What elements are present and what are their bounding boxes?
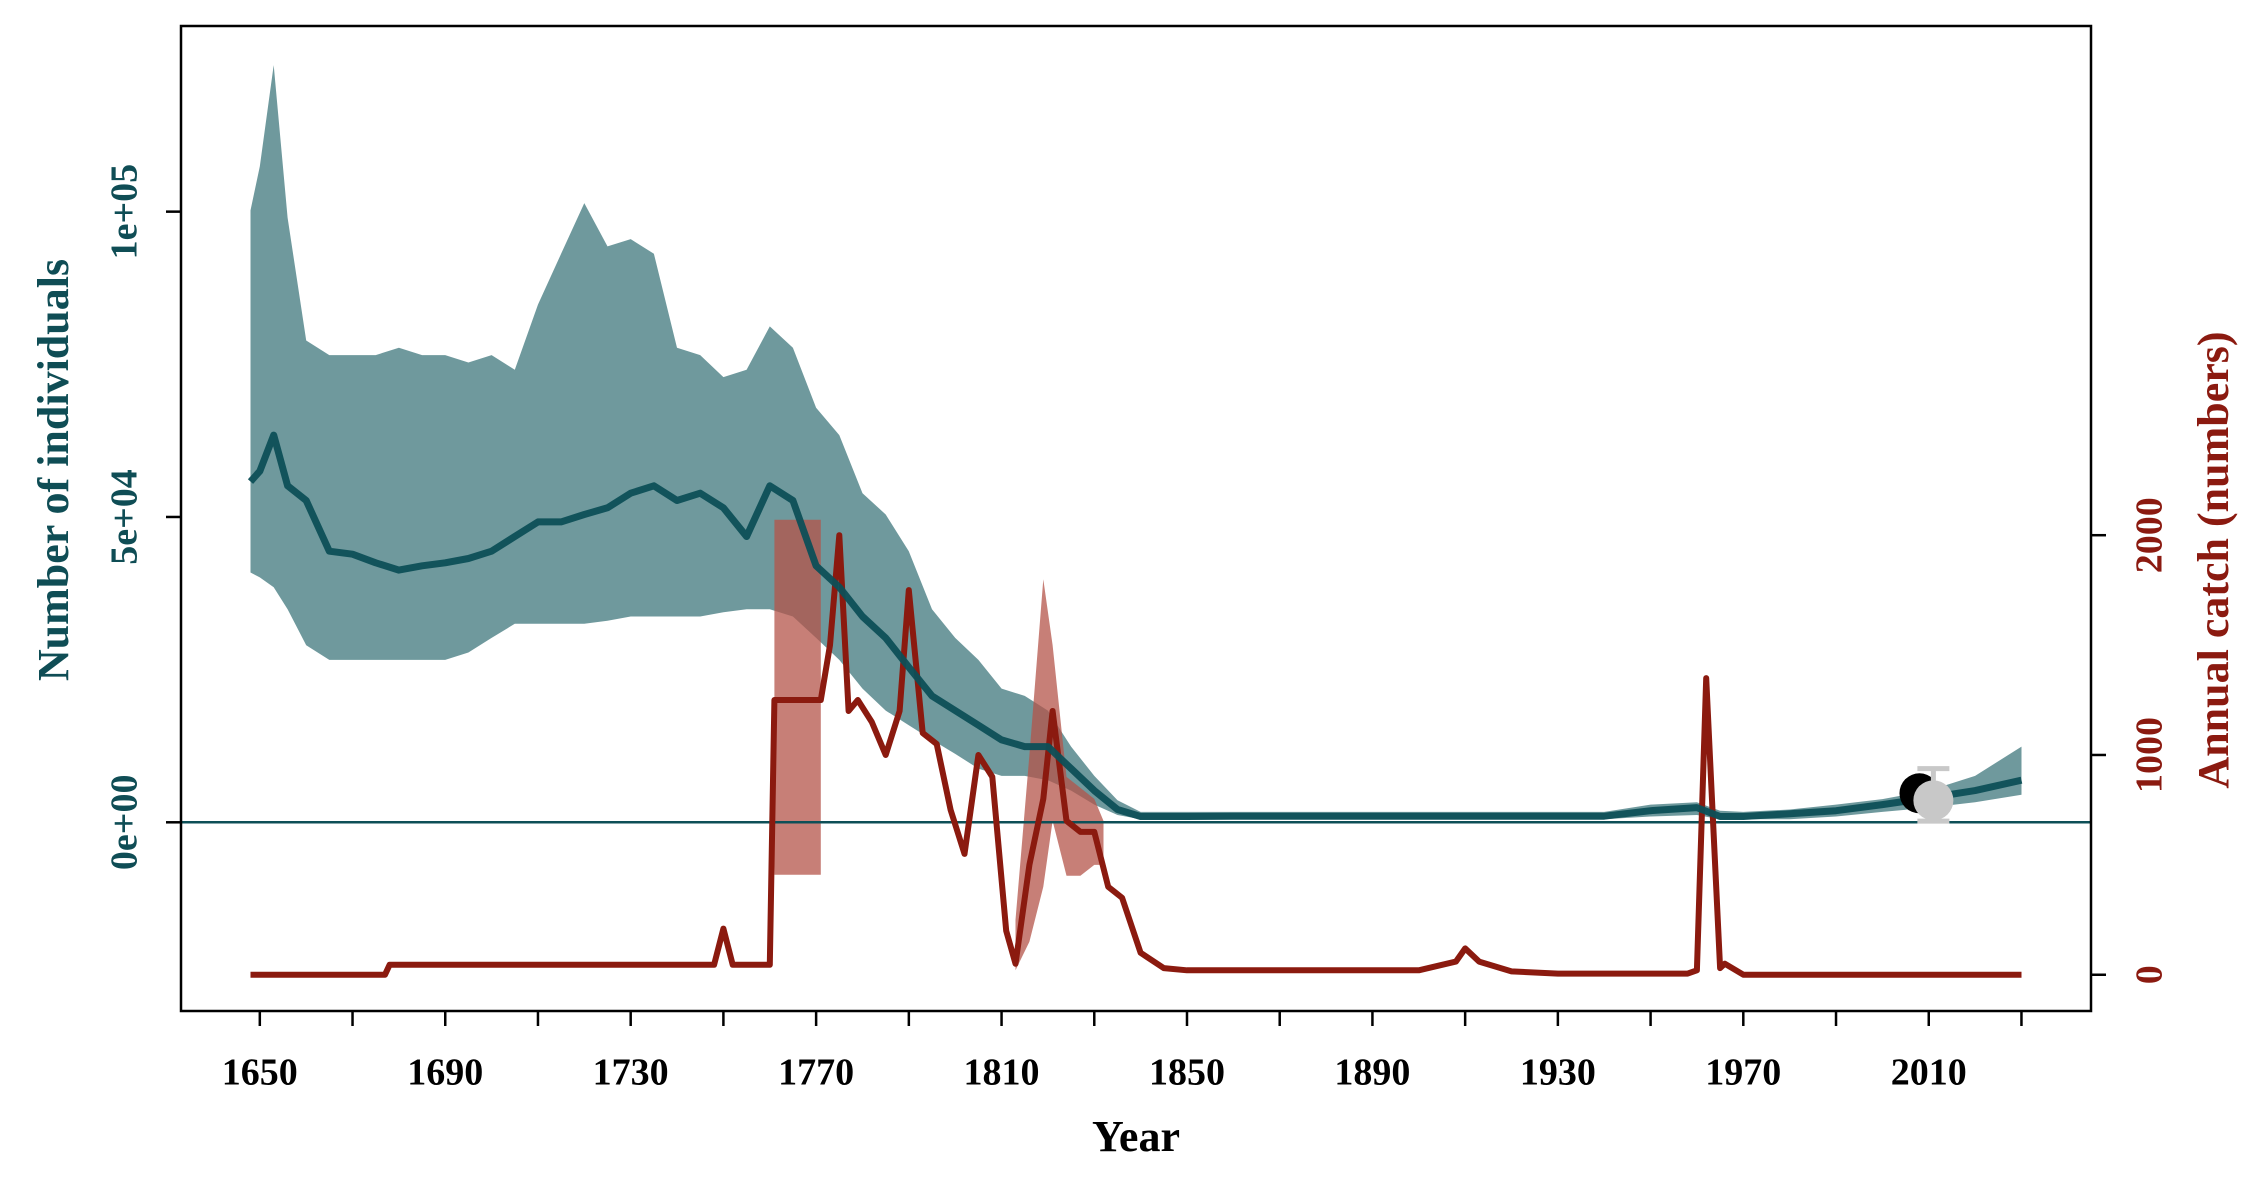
y-tick-label: 0e+00 [104,775,146,871]
x-tick-label: 1970 [1705,1052,1781,1094]
x-tick-label: 1690 [407,1052,483,1094]
observation-point [1913,780,1954,821]
x-tick-label: 1650 [222,1052,298,1094]
catch-line [250,532,2022,978]
y2-tick-label: 0 [2129,965,2171,984]
x-tick-label: 1890 [1334,1052,1410,1094]
y2-tick-label: 2000 [2129,497,2171,573]
y-axis-title: Number of individuals [29,259,78,681]
x-tick-label: 1730 [593,1052,669,1094]
y2-tick-label: 1000 [2129,717,2171,793]
x-tick-label: 1770 [778,1052,854,1094]
x-axis-title: Year [1092,1112,1180,1161]
population-band [250,65,2022,820]
x-tick-label: 1850 [1149,1052,1225,1094]
plot-area [181,65,2091,978]
y-tick-label: 5e+04 [104,469,146,565]
x-tick-label: 1810 [964,1052,1040,1094]
population-line [247,431,2023,820]
x-tick-label: 1930 [1520,1052,1596,1094]
y2-axis-title: Annual catch (numbers) [2189,331,2238,788]
plot-frame [179,24,2093,1013]
catch-band [774,519,1104,971]
y-tick-label: 1e+05 [104,164,146,260]
x-tick-label: 2010 [1891,1052,1967,1094]
